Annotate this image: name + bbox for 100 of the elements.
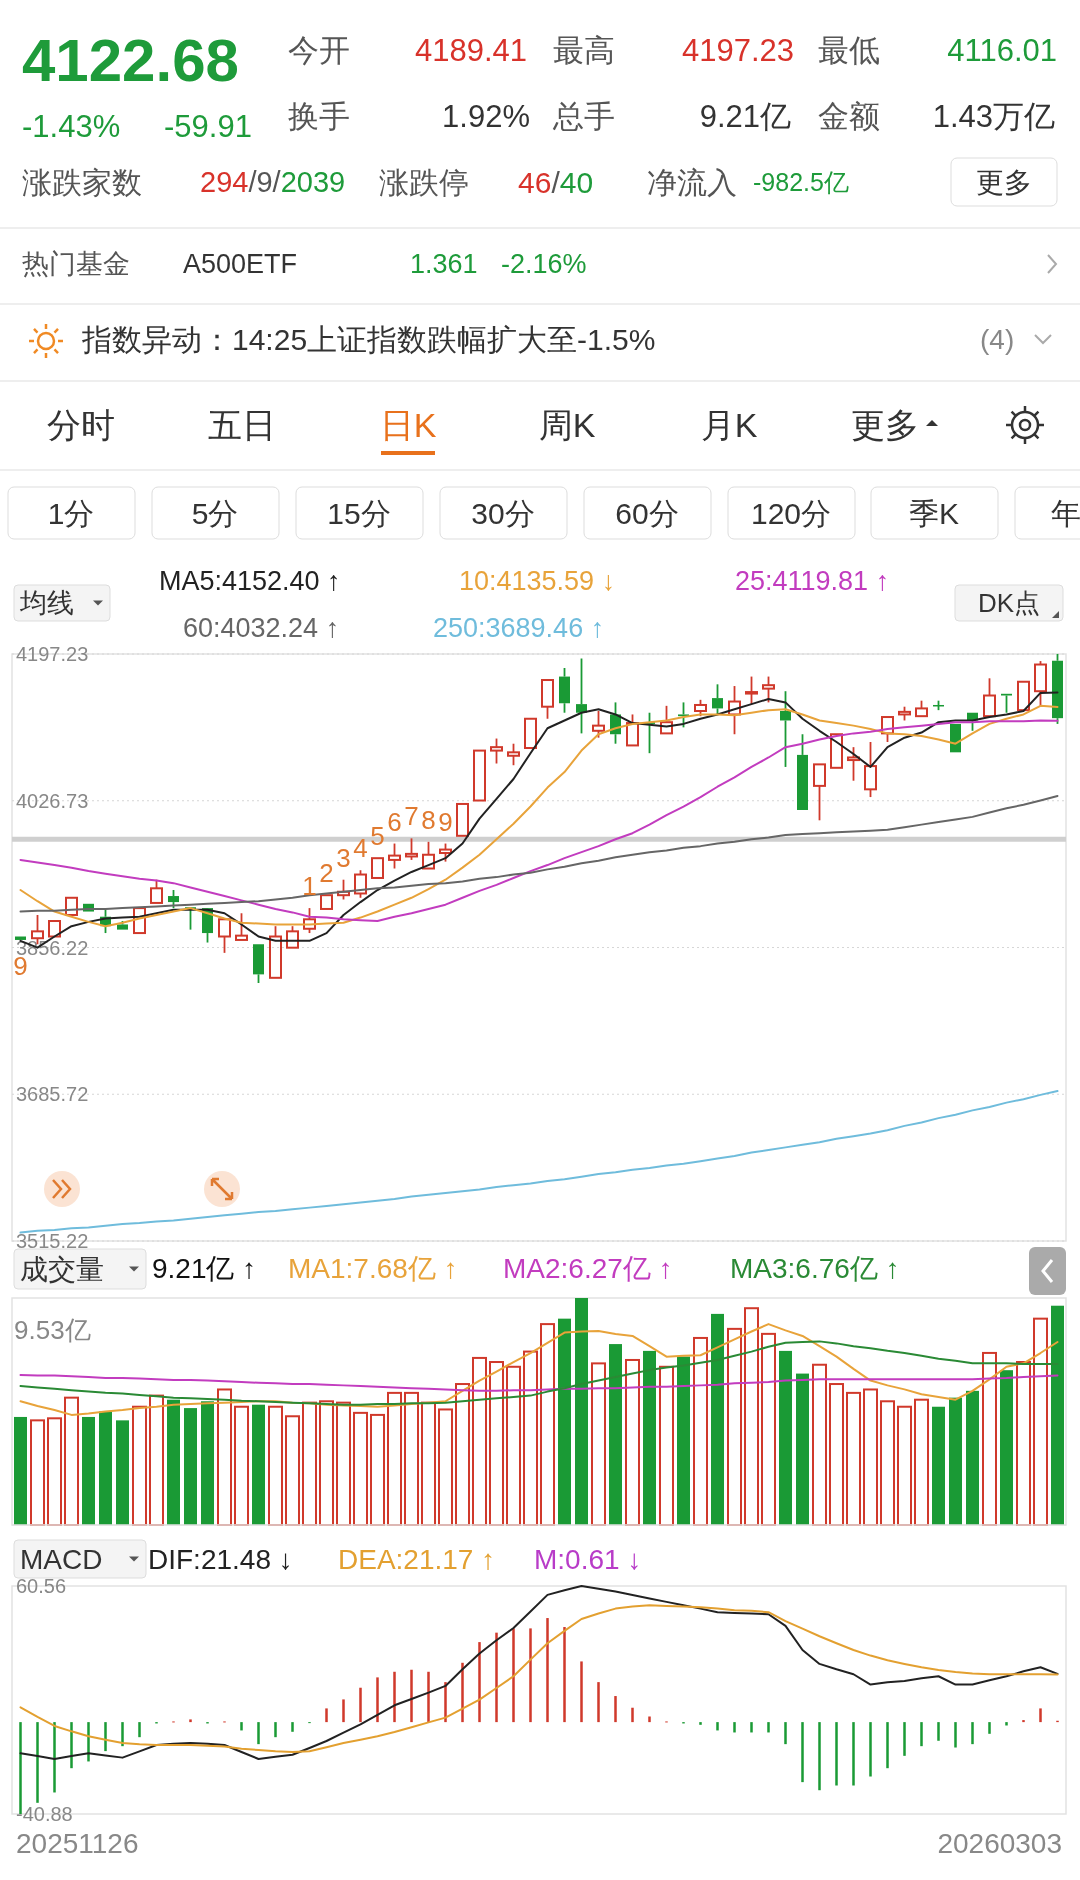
- text: 更多: [976, 166, 1032, 198]
- text: 4197.23: [681, 32, 794, 68]
- bar: [506, 1365, 521, 1526]
- bar: [274, 1722, 277, 1738]
- text: -1.43%: [22, 108, 121, 144]
- candlestick: [1017, 680, 1030, 712]
- text: 3: [336, 842, 351, 873]
- text: 分时: [47, 406, 115, 444]
- text: DK点: [977, 588, 1041, 618]
- candlestick: [797, 733, 808, 810]
- text: 25:4119.81 ↑: [735, 566, 890, 596]
- bar: [846, 1391, 861, 1526]
- bar: [767, 1722, 770, 1733]
- text: 金额: [818, 98, 880, 134]
- bar: [1039, 1708, 1042, 1723]
- bar: [954, 1722, 957, 1748]
- text: -982.5亿: [753, 168, 849, 196]
- bar: [201, 1401, 214, 1526]
- y-tick-label: 3515.22: [16, 1230, 89, 1252]
- legend-title: MACD: [20, 1543, 103, 1575]
- text: 总手: [552, 98, 615, 134]
- candlestick: [320, 894, 333, 910]
- text: 4: [353, 833, 368, 864]
- bar: [648, 1716, 651, 1723]
- bar: [70, 1722, 73, 1769]
- bar: [438, 1408, 453, 1526]
- bar: [852, 1722, 855, 1786]
- bar: [36, 1722, 39, 1803]
- bar: [404, 1391, 419, 1526]
- text: MA3:6.76亿 ↑: [730, 1252, 900, 1284]
- text: DEA:21.17 ↑: [338, 1543, 496, 1575]
- bar: [563, 1627, 566, 1723]
- text: 60分: [615, 496, 679, 530]
- bar: [869, 1722, 872, 1777]
- bar: [189, 1719, 192, 1723]
- text: 今开: [288, 32, 350, 68]
- bar: [597, 1682, 600, 1723]
- bar: [268, 1405, 283, 1526]
- bar: [1016, 1361, 1031, 1526]
- bar: [252, 1404, 265, 1525]
- text: 周K: [538, 406, 596, 444]
- candlestick: [813, 763, 826, 822]
- bar: [988, 1722, 991, 1734]
- bar: [291, 1722, 294, 1732]
- bar: [138, 1722, 141, 1738]
- y-tick-label: 4197.23: [16, 643, 89, 665]
- bar: [880, 1400, 895, 1527]
- bar: [116, 1420, 129, 1525]
- bar: [796, 1373, 809, 1525]
- text: 年: [1051, 496, 1080, 530]
- candlestick: [473, 749, 486, 802]
- text: 4122.68: [22, 26, 239, 94]
- bar: [353, 1411, 368, 1526]
- text: -59.91: [164, 108, 252, 144]
- text: 8: [421, 804, 436, 835]
- text: 5: [370, 821, 385, 852]
- bar: [699, 1722, 702, 1725]
- legend-title: 成交量: [20, 1253, 104, 1285]
- bar: [761, 1332, 776, 1526]
- text: 4116.01: [947, 32, 1057, 68]
- bar: [184, 1408, 197, 1525]
- bar: [949, 1397, 962, 1525]
- text: A500ETF: [183, 249, 298, 279]
- candlestick: [830, 733, 843, 769]
- bar: [835, 1722, 838, 1786]
- bar: [370, 1413, 385, 1527]
- bar: [609, 1344, 622, 1525]
- bar: [461, 1662, 464, 1723]
- bar: [240, 1722, 243, 1731]
- text: 换手: [288, 98, 350, 134]
- bar: [478, 1642, 481, 1723]
- bar: [591, 1362, 606, 1526]
- legend-title: 均线: [19, 588, 74, 618]
- bar: [982, 1351, 997, 1526]
- text: 15分: [327, 496, 391, 530]
- y-tick-label: 4026.73: [16, 789, 89, 812]
- bar: [167, 1399, 180, 1525]
- bar: [971, 1722, 974, 1745]
- bar: [336, 1401, 351, 1526]
- bar: [30, 1419, 45, 1526]
- text: 1.361: [410, 249, 478, 279]
- y-tick-label: -40.88: [16, 1803, 73, 1825]
- bar: [733, 1722, 736, 1733]
- text: DIF:21.48 ↓: [148, 1543, 293, 1575]
- text: (4): [980, 323, 1015, 355]
- bar: [727, 1327, 742, 1526]
- bar: [1033, 1317, 1048, 1526]
- text: MA5:4152.40 ↑: [159, 566, 341, 596]
- bar: [359, 1687, 362, 1723]
- bar: [302, 1401, 317, 1526]
- text: -2.16%: [501, 249, 587, 279]
- bar: [285, 1415, 300, 1526]
- text: 294/9/2039: [200, 166, 346, 198]
- text: 日K: [379, 406, 437, 444]
- candlestick: [235, 912, 248, 941]
- text: 9.21亿: [699, 98, 791, 134]
- annotation: 9.53亿: [14, 1315, 91, 1345]
- bar: [711, 1313, 724, 1525]
- candlestick: [65, 896, 78, 916]
- text: 涨跌家数: [22, 165, 142, 199]
